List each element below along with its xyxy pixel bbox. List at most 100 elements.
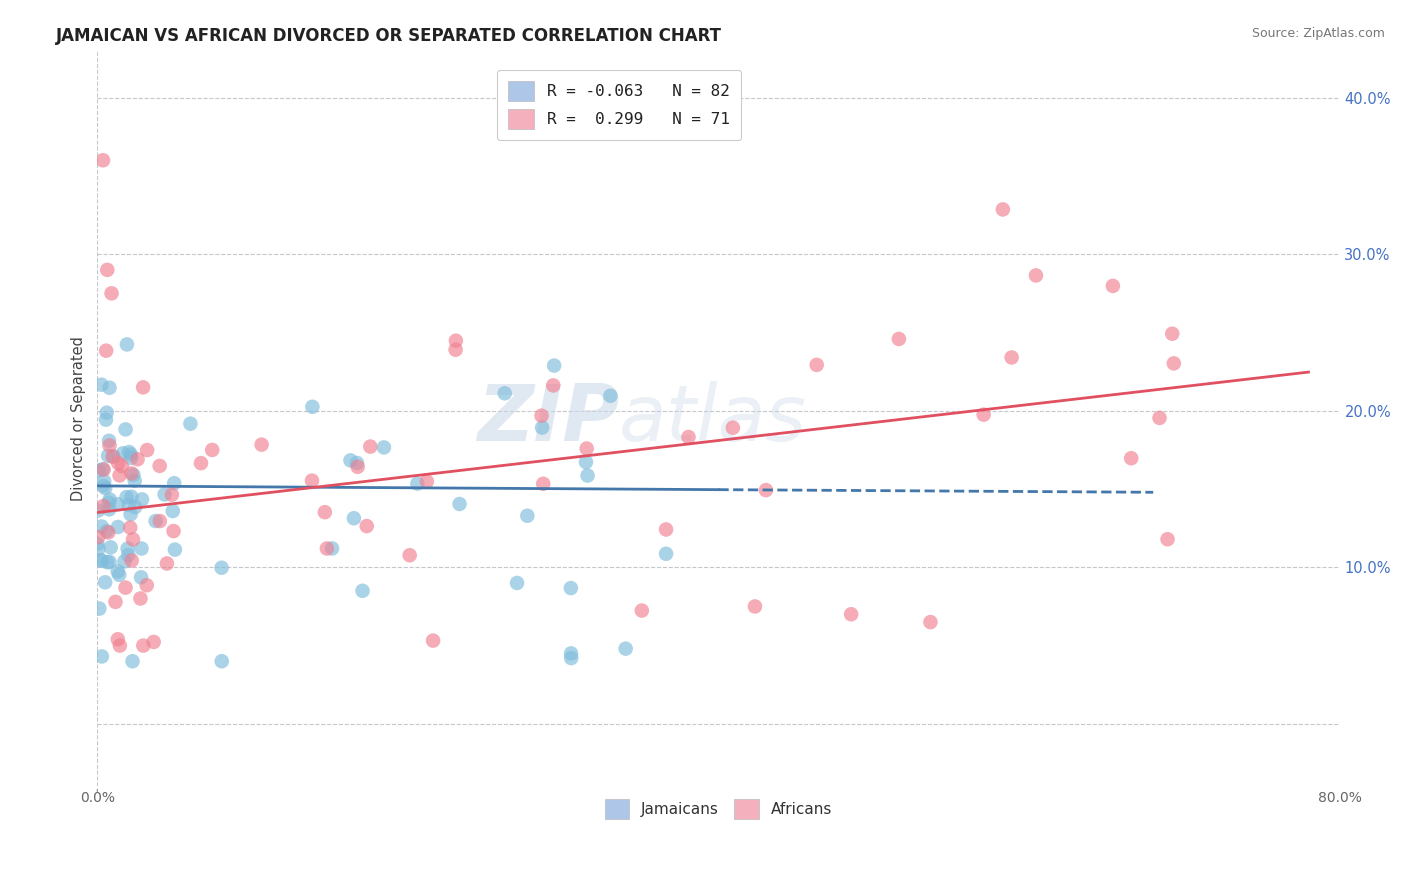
Point — [156, 557, 179, 571]
Point — [98, 502, 121, 516]
Legend: Jamaicans, Africans: Jamaicans, Africans — [598, 792, 839, 827]
Point — [114, 581, 136, 595]
Point — [920, 615, 942, 629]
Point — [339, 453, 361, 467]
Text: JAMAICAN VS AFRICAN DIVORCED OR SEPARATED CORRELATION CHART: JAMAICAN VS AFRICAN DIVORCED OR SEPARATE… — [56, 27, 723, 45]
Point — [89, 553, 111, 567]
Point — [94, 481, 117, 495]
Point — [211, 560, 233, 574]
Point — [87, 464, 110, 478]
Point — [87, 541, 110, 556]
Point — [90, 377, 112, 392]
Point — [315, 541, 337, 556]
Point — [406, 476, 429, 491]
Point — [87, 503, 110, 517]
Point — [359, 440, 381, 454]
Point — [94, 343, 117, 358]
Point — [94, 413, 117, 427]
Point — [201, 442, 224, 457]
Point — [444, 334, 467, 348]
Point — [1001, 351, 1024, 365]
Point — [163, 476, 186, 491]
Point — [162, 524, 184, 538]
Point — [444, 343, 467, 357]
Point — [111, 446, 134, 460]
Point — [352, 583, 374, 598]
Point — [108, 639, 131, 653]
Point — [142, 635, 165, 649]
Point — [145, 514, 167, 528]
Point — [120, 508, 142, 522]
Point — [560, 651, 582, 665]
Point — [129, 591, 152, 606]
Point — [422, 633, 444, 648]
Point — [346, 459, 368, 474]
Point — [93, 462, 115, 476]
Point — [131, 492, 153, 507]
Point — [179, 417, 201, 431]
Point — [132, 639, 155, 653]
Point — [96, 524, 118, 539]
Point — [94, 575, 117, 590]
Point — [108, 567, 131, 582]
Point — [160, 488, 183, 502]
Point — [131, 541, 153, 556]
Point — [111, 459, 134, 474]
Point — [1156, 533, 1178, 547]
Point — [96, 406, 118, 420]
Point — [1121, 451, 1143, 466]
Point — [120, 520, 142, 534]
Point — [104, 595, 127, 609]
Point — [250, 437, 273, 451]
Point — [124, 500, 146, 514]
Point — [132, 380, 155, 394]
Point — [301, 474, 323, 488]
Text: Source: ZipAtlas.com: Source: ZipAtlas.com — [1251, 27, 1385, 40]
Point — [506, 576, 529, 591]
Point — [91, 153, 114, 168]
Point — [90, 519, 112, 533]
Point — [449, 497, 471, 511]
Point — [98, 381, 121, 395]
Point — [744, 599, 766, 614]
Point — [122, 467, 145, 482]
Y-axis label: Divorced or Separated: Divorced or Separated — [72, 336, 86, 501]
Point — [560, 581, 582, 595]
Point — [98, 438, 121, 452]
Point — [122, 533, 145, 547]
Point — [108, 468, 131, 483]
Point — [755, 483, 778, 497]
Point — [531, 420, 554, 434]
Point — [96, 263, 118, 277]
Point — [599, 389, 621, 403]
Point — [93, 499, 115, 513]
Point — [614, 641, 637, 656]
Point — [90, 649, 112, 664]
Point — [162, 504, 184, 518]
Point — [98, 434, 121, 448]
Point — [153, 487, 176, 501]
Point — [90, 554, 112, 568]
Text: ZIP: ZIP — [477, 381, 619, 457]
Point — [107, 520, 129, 534]
Point — [973, 408, 995, 422]
Point — [721, 421, 744, 435]
Point — [121, 654, 143, 668]
Point — [343, 511, 366, 525]
Point — [96, 555, 118, 569]
Point — [98, 492, 121, 507]
Point — [93, 475, 115, 489]
Text: atlas: atlas — [619, 381, 807, 457]
Point — [1149, 411, 1171, 425]
Point — [543, 359, 565, 373]
Point — [101, 450, 124, 464]
Point — [301, 400, 323, 414]
Point — [120, 447, 142, 461]
Point — [103, 450, 125, 464]
Point — [541, 378, 564, 392]
Point — [107, 456, 129, 470]
Point — [114, 422, 136, 436]
Point — [531, 476, 554, 491]
Point — [120, 467, 142, 481]
Point — [124, 474, 146, 488]
